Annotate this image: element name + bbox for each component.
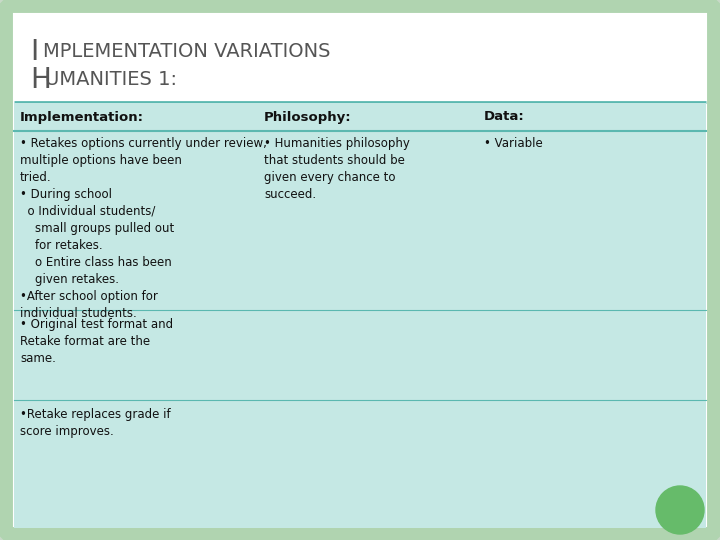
- Text: Implementation:: Implementation:: [20, 111, 144, 124]
- Text: • Humanities philosophy
that students should be
given every chance to
succeed.: • Humanities philosophy that students sh…: [264, 137, 410, 201]
- Text: Data:: Data:: [484, 111, 525, 124]
- Bar: [14, 103, 706, 528]
- Text: • Original test format and
Retake format are the
same.: • Original test format and Retake format…: [20, 318, 173, 365]
- FancyBboxPatch shape: [6, 6, 714, 534]
- Text: H: H: [30, 66, 51, 94]
- Bar: [14, 103, 706, 131]
- Text: • Variable: • Variable: [484, 137, 543, 150]
- Text: I: I: [30, 38, 38, 66]
- Text: MPLEMENTATION VARIATIONS: MPLEMENTATION VARIATIONS: [43, 42, 330, 61]
- Text: UMANITIES 1:: UMANITIES 1:: [45, 70, 177, 89]
- Text: •Retake replaces grade if
score improves.: •Retake replaces grade if score improves…: [20, 408, 171, 438]
- Text: Philosophy:: Philosophy:: [264, 111, 351, 124]
- Circle shape: [656, 486, 704, 534]
- Text: • Retakes options currently under review,
multiple options have been
tried.
• Du: • Retakes options currently under review…: [20, 137, 267, 320]
